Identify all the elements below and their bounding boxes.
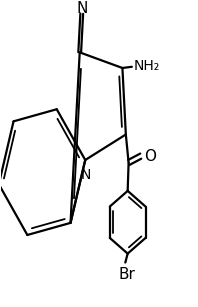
Text: N: N bbox=[81, 168, 91, 182]
Text: Br: Br bbox=[119, 267, 136, 282]
Text: NH₂: NH₂ bbox=[133, 60, 159, 73]
Text: O: O bbox=[144, 149, 156, 164]
Text: N: N bbox=[76, 1, 88, 16]
